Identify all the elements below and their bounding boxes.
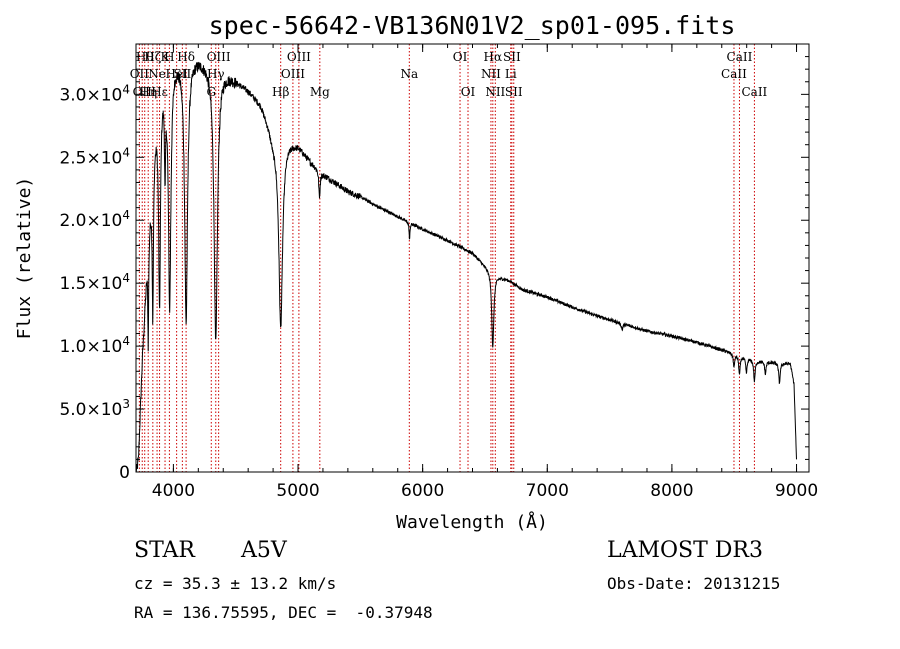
line-label-3: Hη (139, 85, 157, 99)
line-label-24: NII (485, 85, 505, 99)
y-tick-label-2: 1.0×104 (59, 334, 130, 357)
line-label-23: Hα (484, 50, 503, 64)
line-label-5: Ne (148, 67, 166, 81)
line-label-13: Hγ (207, 67, 225, 81)
y-tick-label-3: 1.5×104 (59, 271, 130, 294)
line-label-8: H (164, 50, 174, 64)
plot-frame (135, 43, 810, 473)
y-axis-label: Flux (relative) (14, 177, 35, 340)
y-tick-label-6: 3.0×104 (59, 82, 130, 105)
line-markers (138, 44, 755, 472)
line-label-12: G (206, 85, 216, 99)
axis-ticks: 4000 5000 6000 7000 8000 9000 0 5.0×103 1.0×104 1… (59, 43, 818, 501)
line-label-14: OIII (207, 50, 231, 64)
y-tick-label-0: 0 (119, 463, 130, 483)
obs-date-text: Obs-Date: 20131215 (607, 574, 781, 593)
line-label-7: K (161, 50, 171, 64)
coordinates-text: RA = 136.75595, DEC = -0.37948 (134, 603, 433, 622)
line-label-25: Li (505, 67, 517, 81)
redshift-text: cz = 35.3 ± 13.2 km/s (134, 574, 337, 593)
x-tick-label-0: 4000 (152, 481, 195, 501)
x-tick-label-1: 5000 (276, 481, 319, 501)
x-axis-label: Wavelength (Å) (396, 511, 548, 533)
line-labels: OIIOIIHθHηHζNeHεKHHeISIIHδGHγOIIIHβOIIIO… (130, 50, 768, 99)
line-label-18: Mg (310, 85, 330, 99)
line-label-1: OII (133, 85, 153, 99)
line-label-0: OII (130, 67, 150, 81)
line-label-4: Hζ (144, 50, 161, 64)
y-tick-label-5: 2.5×104 (59, 145, 130, 168)
line-label-27: SII (505, 85, 523, 99)
line-label-6: Hε (151, 85, 168, 99)
x-tick-label-2: 6000 (401, 481, 444, 501)
line-label-11: Hδ (177, 50, 195, 64)
line-label-15: Hβ (272, 85, 289, 99)
x-tick-label-3: 7000 (526, 481, 569, 501)
line-label-30: CaII (741, 85, 767, 99)
line-label-20: OI (453, 50, 468, 64)
line-label-28: CaII (721, 67, 747, 81)
object-class: STAR (134, 538, 195, 563)
line-label-19: Na (400, 67, 418, 81)
y-tick-label-1: 5.0×103 (59, 397, 130, 420)
line-label-26: SII (503, 50, 521, 64)
chart-title: spec-56642-VB136N01V2_sp01-095.fits (209, 11, 736, 40)
object-subclass: A5V (241, 538, 287, 563)
x-tick-label-5: 9000 (775, 481, 818, 501)
line-label-22: NII (481, 67, 501, 81)
y-tick-label-4: 2.0×104 (59, 208, 130, 231)
line-label-29: CaII (727, 50, 753, 64)
spectrum-line (135, 61, 797, 473)
line-label-17: OIII (287, 50, 311, 64)
line-label-2: Hθ (136, 50, 154, 64)
survey-name: LAMOST DR3 (607, 538, 763, 563)
line-label-16: OIII (281, 67, 305, 81)
line-label-21: OI (461, 85, 476, 99)
x-tick-label-4: 8000 (650, 481, 693, 501)
